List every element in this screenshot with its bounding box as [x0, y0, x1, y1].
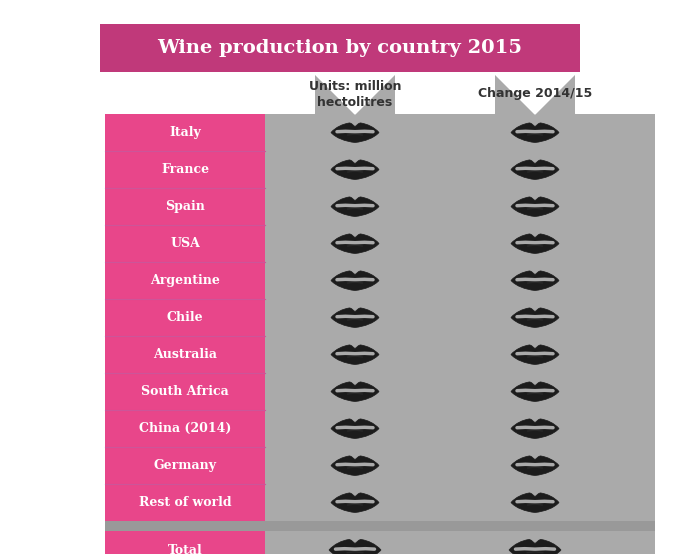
Polygon shape [495, 74, 575, 114]
PathPatch shape [511, 456, 559, 475]
Bar [105, 114, 265, 151]
PathPatch shape [511, 493, 559, 512]
Text: Germany: Germany [154, 459, 216, 472]
Bar [265, 114, 655, 554]
Text: Change 2014/15: Change 2014/15 [478, 88, 592, 100]
PathPatch shape [511, 123, 559, 142]
PathPatch shape [329, 540, 381, 554]
Text: China (2014): China (2014) [139, 422, 231, 435]
Bar [105, 373, 265, 410]
Bar [105, 484, 265, 521]
PathPatch shape [331, 493, 379, 512]
Bar [105, 531, 265, 554]
Bar [105, 410, 265, 447]
Bar [105, 299, 265, 336]
Text: South Africa: South Africa [141, 385, 229, 398]
PathPatch shape [511, 197, 559, 217]
PathPatch shape [331, 123, 379, 142]
Text: Rest of world: Rest of world [139, 496, 231, 509]
PathPatch shape [331, 382, 379, 402]
PathPatch shape [331, 456, 379, 475]
Text: Spain: Spain [165, 200, 205, 213]
PathPatch shape [331, 271, 379, 290]
PathPatch shape [511, 308, 559, 327]
Bar [105, 225, 265, 262]
Text: France: France [161, 163, 209, 176]
PathPatch shape [511, 160, 559, 179]
PathPatch shape [511, 345, 559, 365]
Text: Chile: Chile [167, 311, 203, 324]
Bar [100, 24, 580, 72]
PathPatch shape [511, 382, 559, 402]
PathPatch shape [331, 160, 379, 179]
PathPatch shape [331, 419, 379, 439]
Bar [495, 74, 575, 114]
PathPatch shape [511, 419, 559, 439]
Text: Italy: Italy [169, 126, 201, 139]
PathPatch shape [511, 271, 559, 290]
Bar [105, 188, 265, 225]
Bar [105, 336, 265, 373]
Bar [105, 262, 265, 299]
PathPatch shape [511, 234, 559, 254]
PathPatch shape [331, 345, 379, 365]
Polygon shape [315, 74, 395, 114]
Bar [315, 74, 395, 114]
Polygon shape [495, 114, 575, 128]
Bar [105, 151, 265, 188]
PathPatch shape [331, 234, 379, 254]
Text: Argentine: Argentine [150, 274, 220, 287]
PathPatch shape [331, 308, 379, 327]
Text: USA: USA [170, 237, 200, 250]
Text: Australia: Australia [153, 348, 217, 361]
Bar [105, 521, 655, 531]
PathPatch shape [331, 197, 379, 217]
Text: Wine production by country 2015: Wine production by country 2015 [158, 39, 522, 57]
Text: Units: million
hectolitres: Units: million hectolitres [309, 80, 401, 109]
PathPatch shape [509, 540, 561, 554]
Text: Total: Total [168, 543, 203, 554]
Bar [105, 447, 265, 484]
Polygon shape [315, 114, 395, 128]
